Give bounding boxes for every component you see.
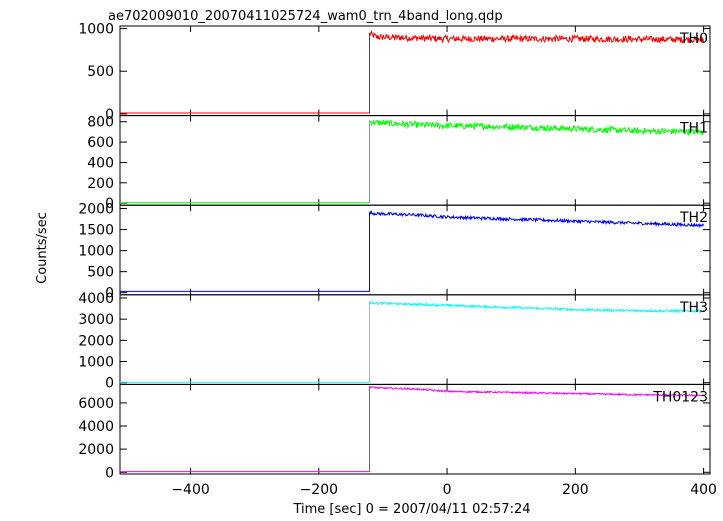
panel-th1: 0 200 400 600 800 TH1 [87,115,711,212]
series-line-th0 [120,29,705,114]
chart-title: ae702009010_20070411025724_wam0_trn_4ban… [108,9,503,24]
y-tick-label: 4000 [78,419,114,435]
y-tick-label: 1000 [78,355,114,371]
series-label-th2: TH2 [679,210,708,226]
panels-layer: 0 500 1000 TH0 0 200 400 600 800 TH1 0 500 1000 1500 2… [78,22,717,498]
y-tick-label: 2000 [78,442,114,458]
x-tick-label: 0 [443,482,452,498]
y-tick-label: 400 [87,155,114,171]
series-label-th1: TH1 [679,121,708,137]
x-tick-label: −200 [300,482,338,498]
y-tick-label: 1000 [78,22,114,38]
y-tick-label: 500 [87,265,114,281]
y-tick-label: 3000 [78,312,114,328]
y-tick-label: 0 [105,286,114,302]
y-tick-label: 0 [105,376,114,392]
series-label-th0: TH0 [679,31,708,47]
panel-frame-th3 [119,294,711,385]
y-tick-label: 0 [105,196,114,212]
y-tick-label: 1500 [78,223,114,239]
y-tick-label: 0 [105,465,114,481]
y-tick-label: 4000 [78,291,114,307]
series-label-th3: TH3 [679,300,708,316]
y-tick-label: 1000 [78,244,114,260]
x-tick-label: 200 [562,482,589,498]
x-tick-label: 400 [690,482,717,498]
y-axis-label: Counts/sec [35,212,50,284]
y-tick-label: 2000 [78,202,114,218]
y-tick-label: 800 [87,115,114,131]
series-line-th3 [120,301,705,383]
panel-frame-th0123 [119,383,711,475]
series-line-th0123 [120,385,704,473]
panel-th0: 0 500 1000 TH0 [78,22,711,123]
series-label-th0123: TH0123 [652,389,708,405]
y-tick-label: 600 [87,135,114,151]
y-tick-label: 2000 [78,333,114,349]
panel-th0123: 0 2000 4000 6000 TH0123 [78,383,711,481]
series-line-th2 [120,209,705,292]
panel-frame-th2 [119,204,711,296]
y-tick-label: 6000 [78,396,114,412]
y-tick-label: 200 [87,176,114,192]
y-tick-label: 500 [87,64,114,80]
panel-th2: 0 500 1000 1500 2000 TH2 [78,202,711,302]
x-tick-label: −400 [171,482,209,498]
y-tick-label: 0 [105,107,114,123]
x-axis-label: Time [sec] 0 = 2007/04/11 02:57:24 [292,502,530,516]
panel-th3: 0 1000 2000 3000 4000 TH3 [78,291,711,392]
series-line-th1 [120,118,705,204]
